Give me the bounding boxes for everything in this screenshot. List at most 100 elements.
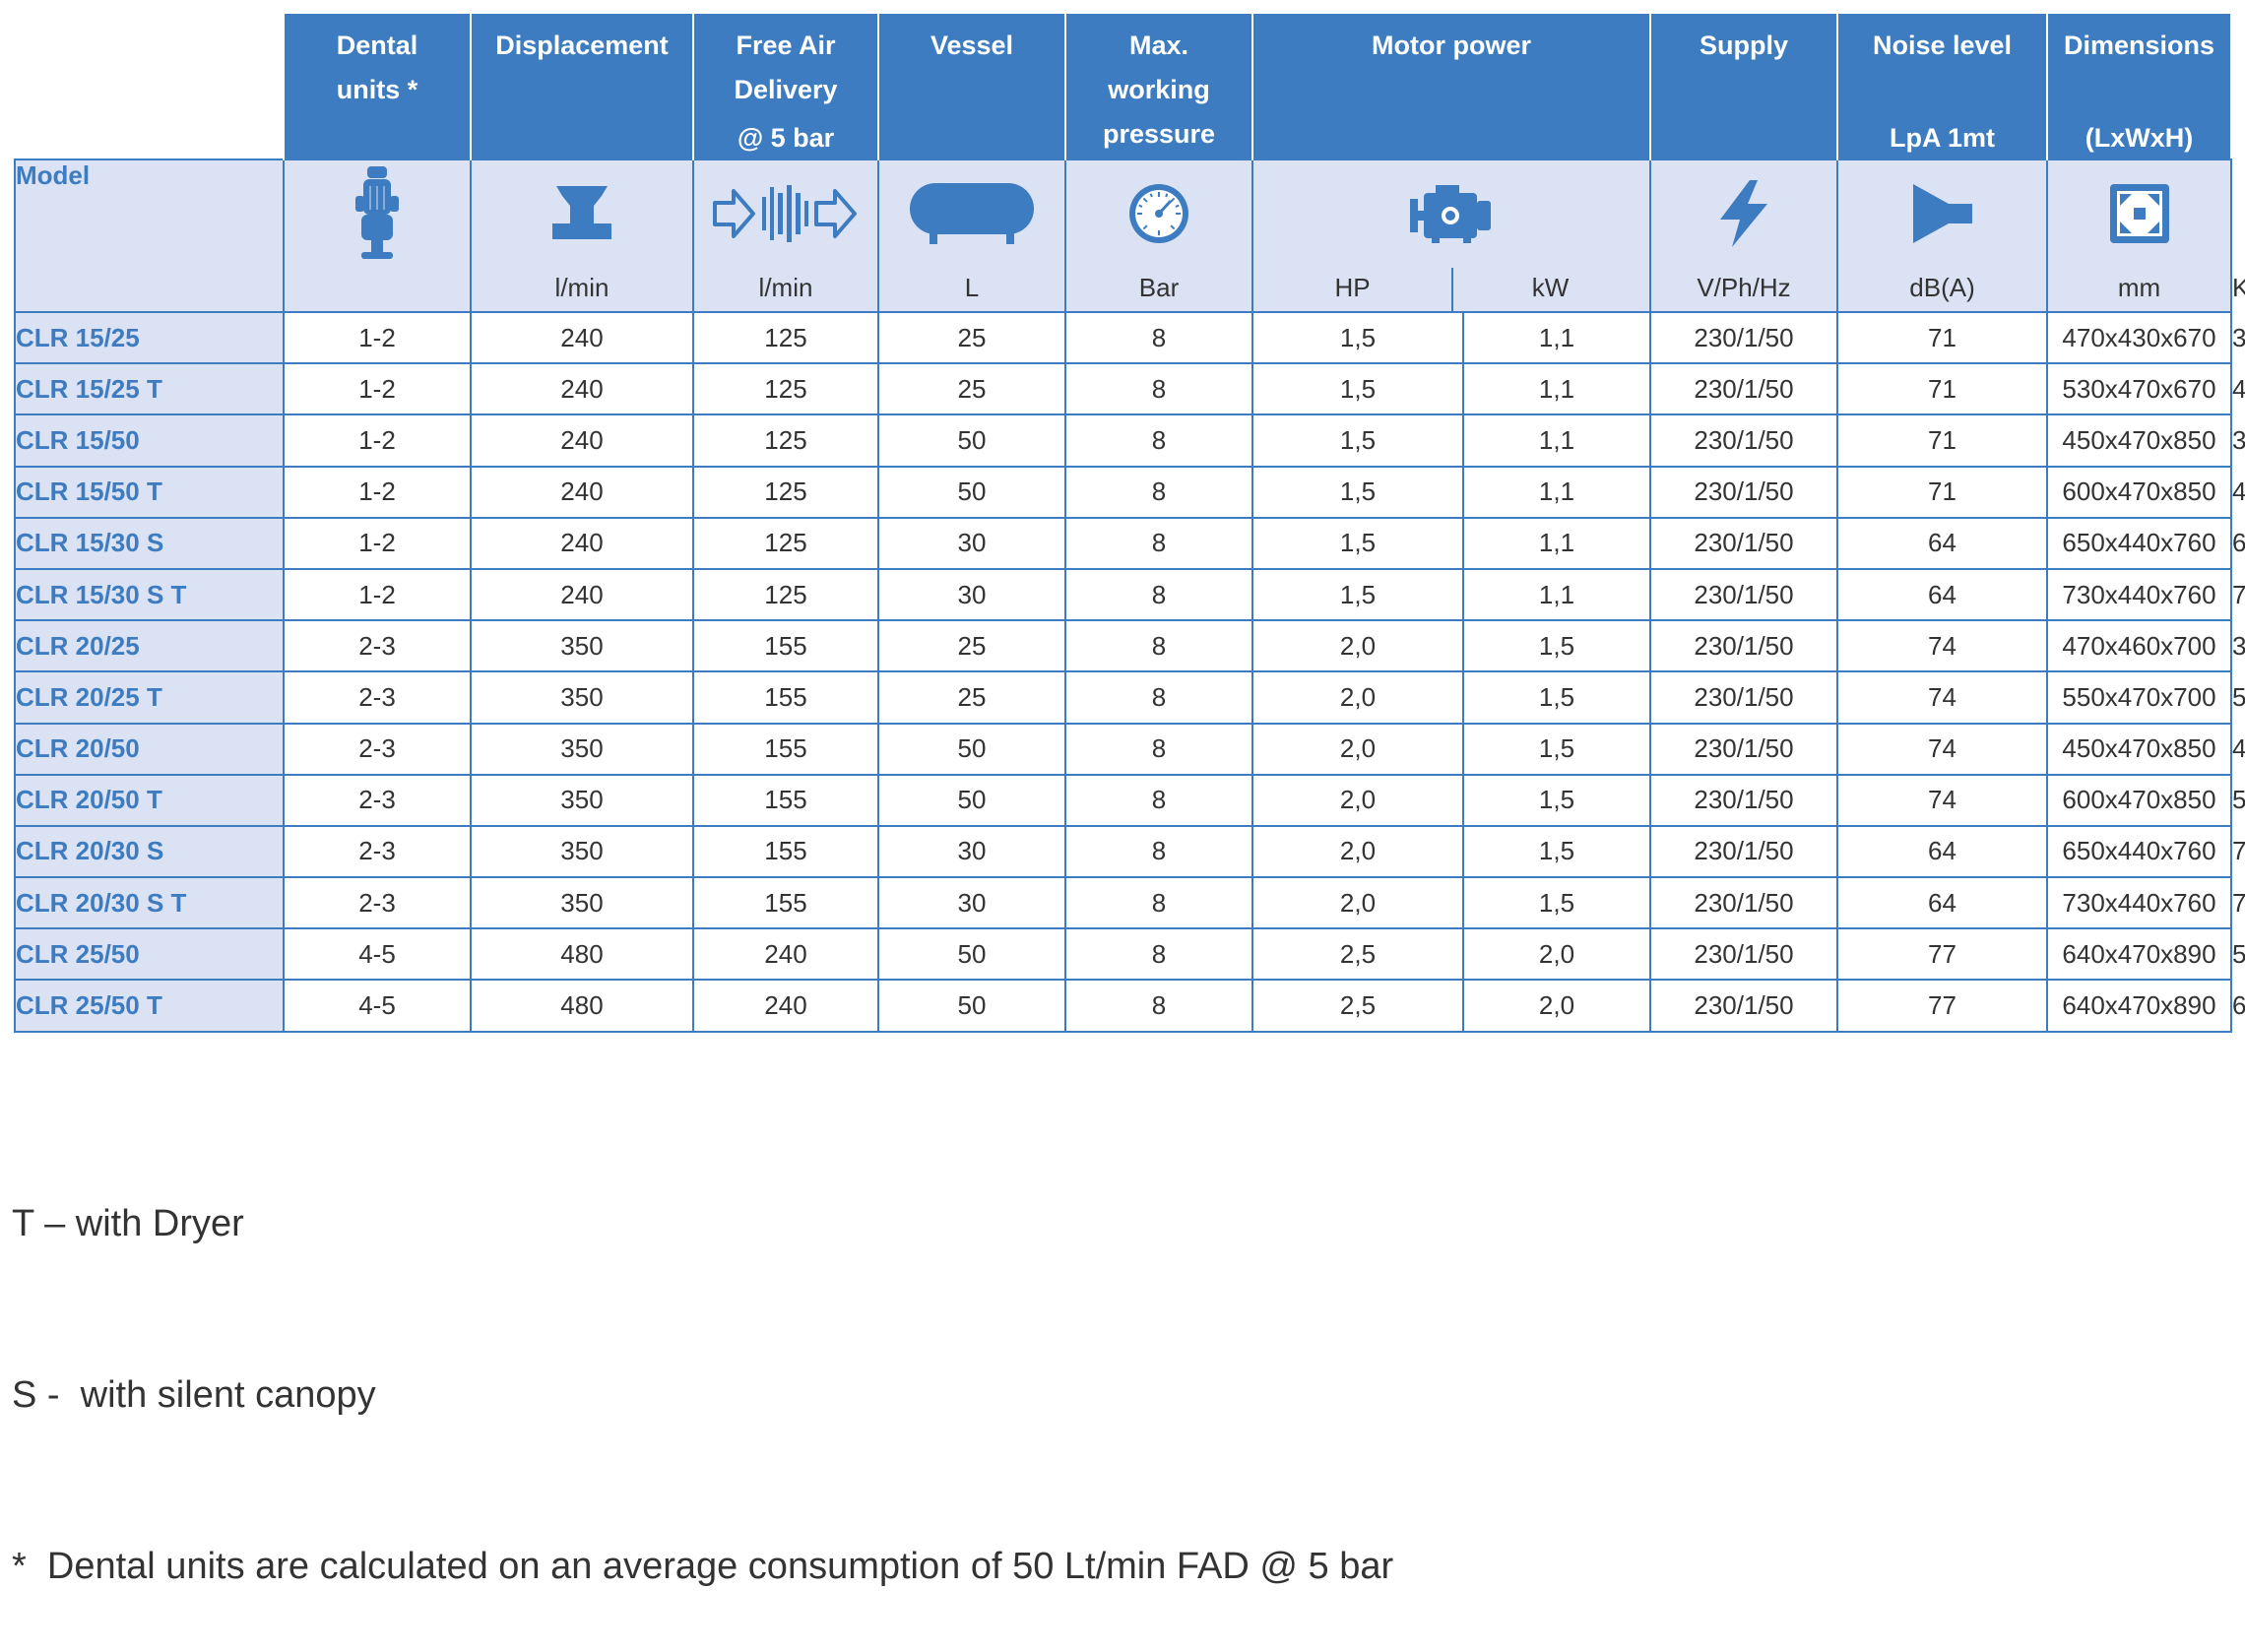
dimensions-cell: 640x470x890 xyxy=(2046,979,2232,1033)
hp-cell: 1,5 xyxy=(1251,413,1464,468)
vessel-cell: 25 xyxy=(877,362,1066,416)
supply-cell: 230/1/50 xyxy=(1649,876,1838,930)
supply-cell: 230/1/50 xyxy=(1649,619,1838,673)
model-cell: CLR 25/50 xyxy=(14,927,285,982)
units-cell: 2-3 xyxy=(283,619,472,673)
header-dimensions-sub: (LxWxH) xyxy=(2085,123,2194,153)
model-cell: CLR 15/30 S T xyxy=(14,567,285,622)
displacement-cell: 350 xyxy=(470,619,694,673)
kw-cell: 1,1 xyxy=(1462,567,1651,622)
header-vessel: Vessel xyxy=(877,14,1065,159)
displacement-cell: 240 xyxy=(470,516,694,570)
vessel-cell: 50 xyxy=(877,722,1066,776)
dental-chair-icon xyxy=(355,166,399,259)
fad-cell: 155 xyxy=(692,722,879,776)
displacement-cell: 350 xyxy=(470,773,694,827)
supply-cell: 230/1/50 xyxy=(1649,979,1838,1033)
units-cell: 2-3 xyxy=(283,722,472,776)
table-row: CLR 15/50 1-2 240 125 50 8 1,5 1,1 230/1/50 71 450… xyxy=(14,413,2245,468)
fad-cell: 155 xyxy=(692,619,879,673)
displacement-unit: l/min xyxy=(554,273,609,302)
lightning-icon xyxy=(1720,180,1767,247)
header-noise: Noise level LpA 1mt xyxy=(1836,14,2047,159)
displacement-cell: 240 xyxy=(470,362,694,416)
pressure-cell: 8 xyxy=(1064,824,1253,879)
noise-cell: 64 xyxy=(1836,876,2048,930)
header-fad-sub: @ 5 bar xyxy=(737,123,835,153)
table-row: CLR 20/25 T 2-3 350 155 25 8 2,0 1,5 230/1/50 74 5… xyxy=(14,670,2245,725)
dimensions-cell: 640x470x890 xyxy=(2046,927,2232,982)
kw-cell: 1,5 xyxy=(1462,824,1651,879)
fad-cell: 125 xyxy=(692,567,879,622)
pressure-cell: 8 xyxy=(1064,619,1253,673)
table-row: CLR 20/25 2-3 350 155 25 8 2,0 1,5 230/1/50 74 470… xyxy=(14,619,2245,673)
hp-cell: 1,5 xyxy=(1251,516,1464,570)
noise-cell: 64 xyxy=(1836,567,2048,622)
vessel-icon-cell: L xyxy=(877,159,1066,313)
pressure-cell: 8 xyxy=(1064,773,1253,827)
noise-cell: 64 xyxy=(1836,516,2048,570)
header-noise-sub: LpA 1mt xyxy=(1890,123,1995,153)
supply-cell: 230/1/50 xyxy=(1649,362,1838,416)
header-pressure: Max. working pressure xyxy=(1064,14,1252,159)
model-cell: CLR 25/50 T xyxy=(14,979,285,1033)
pressure-cell: 8 xyxy=(1064,465,1253,519)
table-row: CLR 25/50 T 4-5 480 240 50 8 2,5 2,0 230/1/50 77 6… xyxy=(14,979,2245,1033)
header-blank-cell xyxy=(15,14,284,159)
motor-hp-unit: HP xyxy=(1334,273,1371,302)
fad-cell: 155 xyxy=(692,670,879,725)
supply-cell: 230/1/50 xyxy=(1649,670,1838,725)
fad-cell: 125 xyxy=(692,362,879,416)
dimensions-cell: 450x470x850 xyxy=(2046,413,2232,468)
model-cell: CLR 15/30 S xyxy=(14,516,285,570)
pressure-cell: 8 xyxy=(1064,722,1253,776)
kw-cell: 2,0 xyxy=(1462,979,1651,1033)
vessel-cell: 50 xyxy=(877,927,1066,982)
hp-cell: 1,5 xyxy=(1251,465,1464,519)
hp-cell: 2,0 xyxy=(1251,773,1464,827)
table-row: CLR 15/50 T 1-2 240 125 50 8 1,5 1,1 230/1/50 71 6… xyxy=(14,465,2245,519)
model-cell: CLR 20/50 T xyxy=(14,773,285,827)
supply-unit: V/Ph/Hz xyxy=(1697,273,1791,302)
model-cell: CLR 20/50 xyxy=(14,722,285,776)
spec-table: Dental units * Displacement Free Air Deliv… xyxy=(14,14,2245,1033)
fad-cell: 155 xyxy=(692,876,879,930)
hp-cell: 2,0 xyxy=(1251,619,1464,673)
model-cell: CLR 20/25 T xyxy=(14,670,285,725)
header-supply: Supply xyxy=(1649,14,1837,159)
displacement-cell: 480 xyxy=(470,979,694,1033)
pressure-cell: 8 xyxy=(1064,567,1253,622)
piston-icon xyxy=(552,186,611,239)
noise-cell: 71 xyxy=(1836,413,2048,468)
motor-icon-cell: HP kW xyxy=(1251,159,1651,313)
vessel-cell: 30 xyxy=(877,824,1066,879)
dimensions-cell: 450x470x850 xyxy=(2046,722,2232,776)
supply-cell: 230/1/50 xyxy=(1649,567,1838,622)
supply-cell: 230/1/50 xyxy=(1649,310,1838,365)
hp-cell: 2,0 xyxy=(1251,670,1464,725)
pressure-cell: 8 xyxy=(1064,670,1253,725)
table-row: CLR 15/30 S 1-2 240 125 30 8 1,5 1,1 230/1/50 64 6… xyxy=(14,516,2245,570)
dimensions-cell: 600x470x850 xyxy=(2046,465,2232,519)
model-cell: CLR 20/30 S T xyxy=(14,876,285,930)
hp-cell: 2,0 xyxy=(1251,722,1464,776)
fad-cell: 155 xyxy=(692,773,879,827)
units-cell: 1-2 xyxy=(283,465,472,519)
model-cell: CLR 20/25 xyxy=(14,619,285,673)
units-icon-cell xyxy=(283,159,472,313)
supply-cell: 230/1/50 xyxy=(1649,927,1838,982)
kw-cell: 2,0 xyxy=(1462,927,1651,982)
fad-cell: 155 xyxy=(692,824,879,879)
fad-cell: 125 xyxy=(692,516,879,570)
supply-cell: 230/1/50 xyxy=(1649,465,1838,519)
units-cell: 2-3 xyxy=(283,670,472,725)
table-row: CLR 20/50 2-3 350 155 50 8 2,0 1,5 230/1/50 74 450… xyxy=(14,722,2245,776)
units-cell: 1-2 xyxy=(283,362,472,416)
displacement-cell: 240 xyxy=(470,567,694,622)
pressure-icon-cell: Bar xyxy=(1064,159,1253,313)
model-cell: CLR 15/25 xyxy=(14,310,285,365)
motor-icon xyxy=(1410,185,1491,243)
noise-cell: 77 xyxy=(1836,979,2048,1033)
supply-cell: 230/1/50 xyxy=(1649,413,1838,468)
noise-cell: 77 xyxy=(1836,927,2048,982)
